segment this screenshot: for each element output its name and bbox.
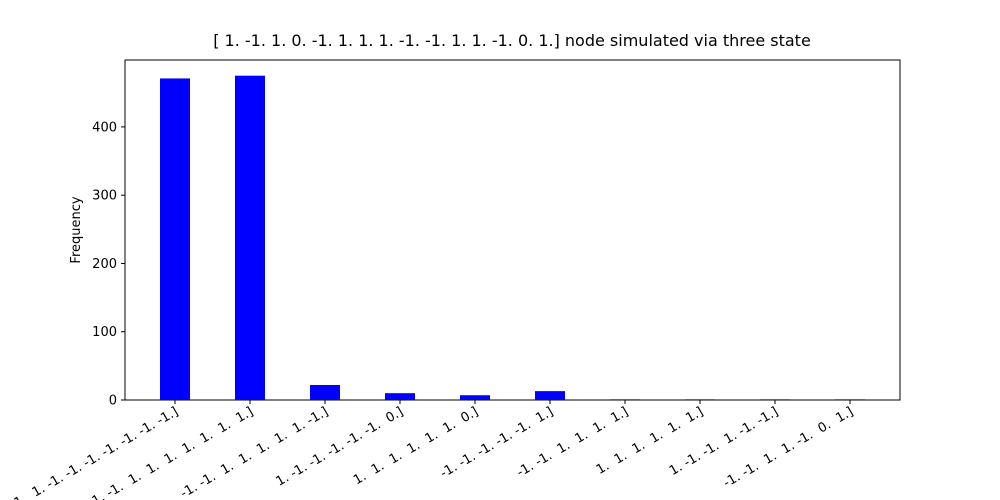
y-tick-label: 400 [92, 120, 117, 135]
y-tick-label: 300 [92, 189, 117, 204]
bar [535, 391, 565, 400]
y-axis-label: Frequency [69, 196, 84, 263]
bar [235, 75, 265, 400]
x-tick-label: -1. -1. 1. 1. -1. 0. 1.] [721, 404, 856, 491]
bar [685, 399, 715, 400]
bar [835, 399, 865, 400]
bar [460, 395, 490, 400]
bar [760, 399, 790, 400]
y-tick-label: 200 [92, 257, 117, 272]
x-tick-label: 1. -1. -1. -1. -1. -1. 0.] [274, 404, 406, 489]
plot-frame [124, 59, 901, 401]
x-tick-label: 1. 1. 1. 1. 1. 1. 0.] [351, 404, 481, 488]
bar [310, 384, 340, 400]
x-tick-label: 1. 1. -1. -1. -1. -1. -1. -1. -1.] [12, 404, 181, 500]
chart-title: [ 1. -1. 1. 0. -1. 1. 1. 1. -1. -1. 1. 1… [213, 31, 811, 50]
bar [610, 399, 640, 400]
y-tick-label: 100 [92, 325, 117, 340]
y-tick-label: 0 [109, 394, 117, 409]
x-tick-label: -1. -1. 1. 1. 1. 1. 1. -1.] [178, 404, 331, 500]
bar [385, 393, 415, 400]
bar [160, 78, 190, 400]
